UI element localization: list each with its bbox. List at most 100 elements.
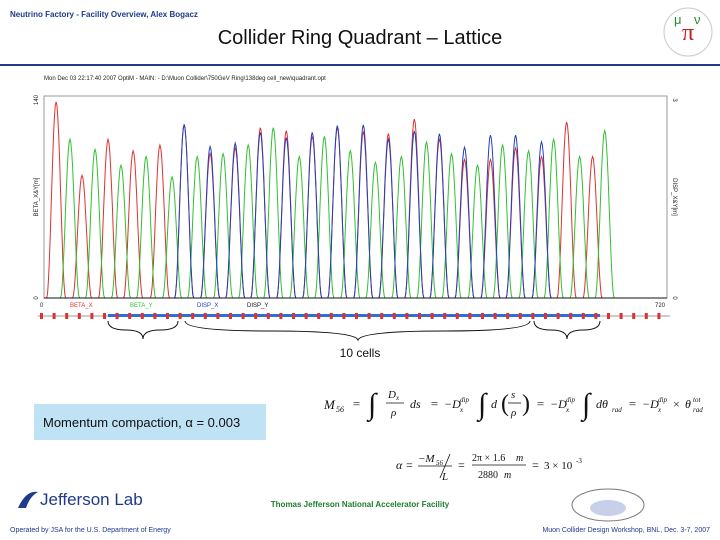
svg-text:2880: 2880 bbox=[478, 470, 498, 481]
svg-text:2π × 1.6: 2π × 1.6 bbox=[472, 453, 505, 464]
magnet-mark bbox=[481, 313, 484, 319]
svg-text:s: s bbox=[511, 389, 515, 401]
svg-text:x: x bbox=[657, 406, 662, 414]
magnet-mark bbox=[229, 313, 232, 319]
svg-text:(: ( bbox=[501, 391, 509, 417]
svg-text:L: L bbox=[441, 471, 448, 483]
nu-glyph: ν bbox=[694, 12, 701, 27]
magnet-mark bbox=[506, 313, 510, 319]
magnet-mark bbox=[128, 313, 132, 319]
legend-disp-y: DISP_Y bbox=[247, 303, 268, 309]
svg-text:=: = bbox=[532, 458, 539, 472]
magnet-mark bbox=[317, 313, 321, 319]
svg-text:=: = bbox=[430, 396, 439, 411]
magnet-mark bbox=[644, 313, 648, 319]
svg-text:rad: rad bbox=[612, 406, 622, 414]
magnet-mark bbox=[292, 313, 295, 319]
header-left: Neutrino Factory - Facility Overview, Al… bbox=[10, 10, 198, 19]
magnet-mark bbox=[405, 313, 409, 319]
svg-text:x: x bbox=[459, 406, 464, 414]
svg-text:d: d bbox=[491, 397, 498, 411]
magnet-mark bbox=[556, 313, 560, 319]
lattice-plot: Mon Dec 03 22:17:40 2007 OptiM - MAIN: -… bbox=[34, 76, 677, 309]
magnet-mark bbox=[531, 313, 535, 319]
svg-text:=: = bbox=[536, 396, 545, 411]
left-brace bbox=[107, 320, 179, 340]
svg-text:α: α bbox=[396, 458, 403, 472]
svg-text:D: D bbox=[387, 389, 396, 401]
magnet-mark bbox=[216, 313, 220, 319]
plot-frame bbox=[43, 95, 668, 299]
footer-left: Operated by JSA for the U.S. Department … bbox=[10, 527, 171, 534]
svg-text:−D: −D bbox=[550, 397, 567, 411]
y-left-tick-max: 140 bbox=[34, 94, 40, 105]
magnet-mark bbox=[392, 313, 396, 319]
legend-beta-x: BETA_X bbox=[70, 303, 93, 309]
magnet-mark bbox=[581, 313, 585, 319]
workshop-logo bbox=[571, 488, 645, 522]
svg-text:∫: ∫ bbox=[476, 388, 488, 423]
magnet-mark bbox=[77, 313, 81, 319]
muon-collider-logo: π μ ν bbox=[663, 7, 713, 57]
page-title: Collider Ring Quadrant – Lattice bbox=[217, 27, 503, 49]
y-left-axis-label: BETA_X&Y[m] bbox=[34, 177, 40, 216]
magnet-mark bbox=[569, 313, 573, 319]
alpha-equation: α = −M 56 L = 2π × 1.6 m 2880 m = 3 × 10 -3 bbox=[396, 453, 582, 483]
svg-text:=: = bbox=[352, 396, 361, 411]
svg-text:m: m bbox=[504, 470, 511, 481]
title-rule bbox=[0, 64, 720, 66]
magnet-mark bbox=[443, 313, 447, 319]
footer-right: Muon Collider Design Workshop, BNL, Dec.… bbox=[542, 527, 710, 534]
svg-text:θ: θ bbox=[685, 397, 691, 411]
svg-text:dip: dip bbox=[658, 396, 667, 404]
svg-text:x: x bbox=[395, 394, 400, 402]
svg-text:=: = bbox=[406, 458, 413, 472]
magnet-mark bbox=[203, 313, 207, 319]
svg-text:x: x bbox=[565, 406, 570, 414]
jlab-logo-icon bbox=[18, 491, 38, 508]
svg-text:=: = bbox=[628, 396, 637, 411]
magnet-mark bbox=[418, 313, 421, 319]
svg-text:dip: dip bbox=[460, 396, 469, 404]
magnet-mark bbox=[40, 313, 43, 319]
y-right-tick-max: 3 bbox=[671, 98, 677, 102]
plot-header: Mon Dec 03 22:17:40 2007 OptiM - MAIN: -… bbox=[44, 76, 326, 82]
svg-text:3 × 10: 3 × 10 bbox=[544, 460, 573, 472]
magnet-mark bbox=[65, 313, 69, 319]
magnet-mark bbox=[607, 313, 610, 319]
magnet-mark bbox=[380, 313, 384, 319]
magnet-mark bbox=[140, 313, 144, 319]
y-left-tick-min: 0 bbox=[34, 296, 40, 300]
magnet-mark bbox=[493, 313, 497, 319]
magnet-mark bbox=[153, 313, 157, 319]
momentum-box: Momentum compaction, α = 0.003 bbox=[34, 404, 266, 440]
svg-text:ρ: ρ bbox=[390, 407, 396, 419]
magnet-mark bbox=[103, 313, 106, 319]
plot-traces bbox=[44, 101, 667, 299]
magnet-mark bbox=[329, 313, 333, 319]
magnet-mark bbox=[355, 313, 358, 319]
footer-center: Thomas Jefferson National Accelerator Fa… bbox=[270, 500, 450, 509]
magnet-mark bbox=[52, 313, 56, 319]
mu-glyph: μ bbox=[674, 12, 682, 27]
svg-text:−M: −M bbox=[418, 453, 435, 465]
cells-brace bbox=[184, 320, 531, 342]
svg-text:-3: -3 bbox=[576, 457, 582, 465]
magnet-mark bbox=[254, 313, 258, 319]
magnet-marks bbox=[40, 313, 661, 319]
magnet-mark bbox=[594, 313, 598, 319]
magnet-mark bbox=[632, 313, 636, 319]
svg-text:ρ: ρ bbox=[510, 407, 516, 419]
magnet-mark bbox=[619, 313, 623, 319]
x-tick-min: 0 bbox=[40, 303, 44, 309]
svg-text:m: m bbox=[516, 453, 523, 464]
magnet-mark bbox=[657, 313, 661, 319]
magnet-mark bbox=[468, 313, 472, 319]
magnet-mark bbox=[518, 313, 522, 319]
svg-text:∫: ∫ bbox=[366, 388, 378, 423]
right-brace bbox=[533, 320, 601, 340]
legend-beta-y: BETA_Y bbox=[130, 303, 153, 309]
magnet-mark bbox=[266, 313, 270, 319]
magnet-mark bbox=[178, 313, 182, 319]
